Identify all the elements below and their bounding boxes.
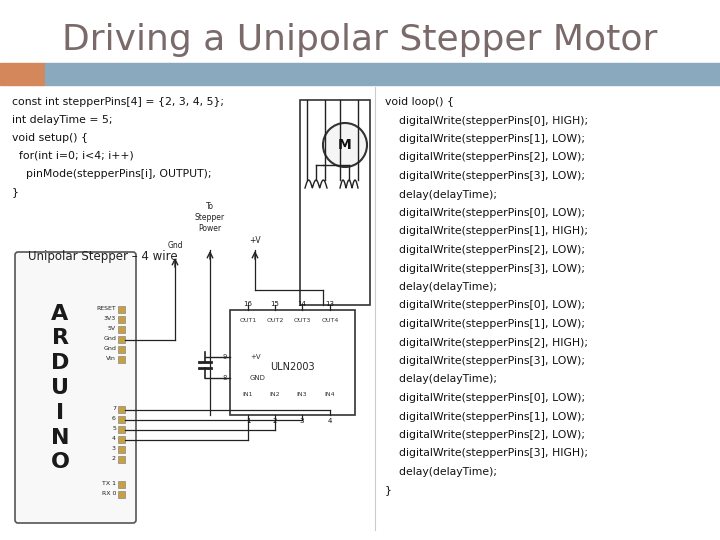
Text: 3V3: 3V3 [104,316,116,321]
Text: digitalWrite(stepperPins[2], LOW);: digitalWrite(stepperPins[2], LOW); [385,152,585,163]
Text: digitalWrite(stepperPins[2], LOW);: digitalWrite(stepperPins[2], LOW); [385,430,585,440]
Text: pinMode(stepperPins[i], OUTPUT);: pinMode(stepperPins[i], OUTPUT); [12,169,212,179]
Text: OUT4: OUT4 [321,318,338,323]
Text: digitalWrite(stepperPins[0], HIGH);: digitalWrite(stepperPins[0], HIGH); [385,116,588,125]
FancyBboxPatch shape [15,252,136,523]
Bar [0,63,45,85]
Bar [118,416,125,423]
Text: To
Stepper
Power: To Stepper Power [195,202,225,233]
Text: 5V: 5V [108,326,116,331]
Bar [118,306,125,313]
Text: const int stepperPins[4] = {2, 3, 4, 5};: const int stepperPins[4] = {2, 3, 4, 5}; [12,97,224,107]
Circle shape [323,123,367,167]
Text: 2: 2 [112,456,116,461]
Text: Vin: Vin [106,356,116,361]
Text: 9: 9 [222,354,227,360]
Text: 5: 5 [112,426,116,431]
Text: void setup() {: void setup() { [12,133,88,143]
Text: 8: 8 [222,375,227,381]
Bar [118,336,125,343]
Text: ULN2003: ULN2003 [270,362,315,373]
Text: delay(delayTime);: delay(delayTime); [385,282,497,292]
Text: 3: 3 [112,446,116,451]
Text: 14: 14 [297,301,307,307]
Text: GND: GND [250,375,266,381]
Text: delay(delayTime);: delay(delayTime); [385,467,497,477]
Text: OUT3: OUT3 [293,318,311,323]
Text: 15: 15 [271,301,279,307]
Bar [118,491,125,498]
Bar [118,446,125,453]
Text: OUT1: OUT1 [239,318,256,323]
Bar [300,100,370,305]
Text: 13: 13 [325,301,335,307]
Text: 3: 3 [300,418,305,424]
Bar [118,406,125,413]
Text: IN3: IN3 [297,392,307,397]
Text: Unipolar Stepper – 4 wire: Unipolar Stepper – 4 wire [28,250,178,263]
Text: delay(delayTime);: delay(delayTime); [385,375,497,384]
Bar [118,426,125,433]
Text: Gnd: Gnd [103,336,116,341]
Text: RX 0: RX 0 [102,491,116,496]
Bar [118,346,125,353]
Text: int delayTime = 5;: int delayTime = 5; [12,115,112,125]
Text: digitalWrite(stepperPins[1], LOW);: digitalWrite(stepperPins[1], LOW); [385,411,585,422]
Text: 4: 4 [112,436,116,441]
Text: IN2: IN2 [270,392,280,397]
Text: digitalWrite(stepperPins[0], LOW);: digitalWrite(stepperPins[0], LOW); [385,208,585,218]
Text: 16: 16 [243,301,253,307]
Text: 1: 1 [246,418,251,424]
Text: digitalWrite(stepperPins[1], LOW);: digitalWrite(stepperPins[1], LOW); [385,134,585,144]
Text: digitalWrite(stepperPins[3], LOW);: digitalWrite(stepperPins[3], LOW); [385,171,585,181]
Text: 7: 7 [112,406,116,411]
Text: for(int i=0; i<4; i++): for(int i=0; i<4; i++) [12,151,134,161]
Text: OUT2: OUT2 [266,318,284,323]
Bar [45,63,720,85]
Text: TX 1: TX 1 [102,481,116,486]
Text: 6: 6 [112,416,116,421]
Text: digitalWrite(stepperPins[1], LOW);: digitalWrite(stepperPins[1], LOW); [385,319,585,329]
Bar [118,316,125,323]
Bar [118,481,125,488]
Text: digitalWrite(stepperPins[3], LOW);: digitalWrite(stepperPins[3], LOW); [385,356,585,366]
Text: digitalWrite(stepperPins[0], LOW);: digitalWrite(stepperPins[0], LOW); [385,300,585,310]
Text: }: } [12,187,19,197]
Bar [230,310,355,415]
Text: IN4: IN4 [325,392,336,397]
Text: digitalWrite(stepperPins[2], HIGH);: digitalWrite(stepperPins[2], HIGH); [385,338,588,348]
Text: digitalWrite(stepperPins[3], HIGH);: digitalWrite(stepperPins[3], HIGH); [385,449,588,458]
Text: digitalWrite(stepperPins[1], HIGH);: digitalWrite(stepperPins[1], HIGH); [385,226,588,237]
Text: +V: +V [249,236,261,245]
Text: void loop() {: void loop() { [385,97,454,107]
Text: delay(delayTime);: delay(delayTime); [385,190,497,199]
Text: 2: 2 [273,418,277,424]
Text: digitalWrite(stepperPins[0], LOW);: digitalWrite(stepperPins[0], LOW); [385,393,585,403]
Text: M: M [338,138,352,152]
Text: Gnd: Gnd [103,346,116,351]
Text: Driving a Unipolar Stepper Motor: Driving a Unipolar Stepper Motor [63,23,657,57]
Text: 4: 4 [328,418,332,424]
Bar [118,436,125,443]
Text: RESET: RESET [96,306,116,311]
Text: IN1: IN1 [243,392,253,397]
Bar [118,326,125,333]
Text: +V: +V [250,354,261,360]
Text: A
R
D
U
I
N
O: A R D U I N O [50,303,70,472]
Text: digitalWrite(stepperPins[2], LOW);: digitalWrite(stepperPins[2], LOW); [385,245,585,255]
Text: }: } [385,485,392,496]
Bar [118,456,125,463]
Text: digitalWrite(stepperPins[3], LOW);: digitalWrite(stepperPins[3], LOW); [385,264,585,273]
Text: Gnd: Gnd [167,241,183,250]
Bar [118,356,125,363]
